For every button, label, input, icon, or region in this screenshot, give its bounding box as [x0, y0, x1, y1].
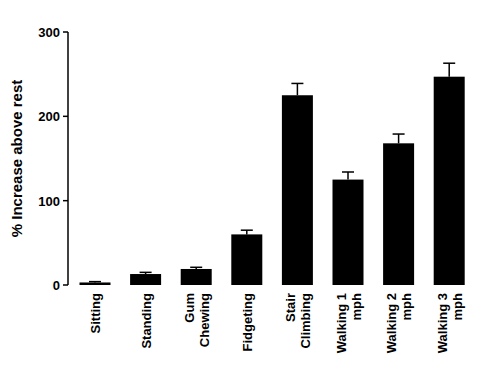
- error-bar: [190, 267, 202, 269]
- error-bar: [140, 272, 152, 274]
- y-tick-label: 0: [53, 278, 60, 293]
- error-stem: [347, 172, 349, 180]
- error-bar: [342, 172, 354, 180]
- x-tick-label-line: mph: [399, 293, 414, 321]
- y-tick: [63, 116, 68, 118]
- bar: [434, 77, 465, 285]
- bar: [231, 234, 262, 285]
- x-tick-label-line: Walking 3: [435, 293, 450, 353]
- x-tick-label-line: Standing: [139, 293, 154, 349]
- x-tick-label-line: Chewing: [197, 293, 212, 347]
- bar: [181, 269, 212, 285]
- bar: [383, 143, 414, 285]
- x-tick-label: Walking 2mph: [384, 293, 414, 353]
- error-cap: [291, 83, 303, 85]
- page: {"chart_data": {"type": "bar", "categori…: [0, 0, 500, 370]
- x-tick-label-line: Climbing: [298, 293, 313, 349]
- y-tick-label: 300: [38, 25, 60, 40]
- x-tick-label: Walking 1mph: [334, 293, 364, 353]
- error-bar: [241, 230, 253, 234]
- bar: [80, 282, 111, 285]
- error-bar: [393, 134, 405, 143]
- error-stem: [398, 134, 400, 143]
- y-tick: [63, 31, 68, 33]
- x-tick-label-line: Stair: [283, 293, 298, 322]
- x-tick-label: Walking 3mph: [435, 293, 465, 353]
- error-cap: [190, 267, 202, 269]
- x-tick-label-line: Sitting: [88, 293, 103, 333]
- x-tick-label-line: Fidgeting: [240, 293, 255, 352]
- x-tick-label: Fidgeting: [240, 293, 255, 352]
- y-tick-label: 100: [38, 194, 60, 209]
- error-bar: [443, 63, 455, 76]
- error-cap: [393, 133, 405, 135]
- x-tick-label-line: mph: [349, 293, 364, 321]
- y-tick: [63, 200, 68, 202]
- error-cap: [140, 272, 152, 274]
- x-tick-label-line: mph: [450, 293, 465, 321]
- x-tick-label: StairClimbing: [283, 293, 313, 349]
- error-cap: [342, 171, 354, 173]
- y-tick-label: 200: [38, 109, 60, 124]
- error-stem: [448, 63, 450, 76]
- bar: [130, 274, 161, 285]
- x-tick-label: Standing: [139, 293, 154, 349]
- error-cap: [89, 281, 101, 283]
- x-tick-label: GumChewing: [182, 293, 212, 347]
- error-bar: [291, 83, 303, 95]
- x-tick-label-line: Walking 1: [334, 293, 349, 353]
- error-stem: [297, 83, 299, 95]
- error-cap: [241, 229, 253, 231]
- bar: [282, 95, 313, 285]
- x-tick-label: Sitting: [88, 293, 103, 333]
- y-axis: [67, 32, 69, 285]
- chart: 0 100 200 300 % Increase above rest Sitting St…: [0, 0, 500, 370]
- error-cap: [443, 62, 455, 64]
- x-tick-label-line: Gum: [182, 293, 197, 323]
- x-tick-label-line: Walking 2: [384, 293, 399, 353]
- y-tick: [63, 284, 68, 286]
- bar: [333, 180, 364, 285]
- y-axis-label: % Increase above rest: [8, 80, 25, 238]
